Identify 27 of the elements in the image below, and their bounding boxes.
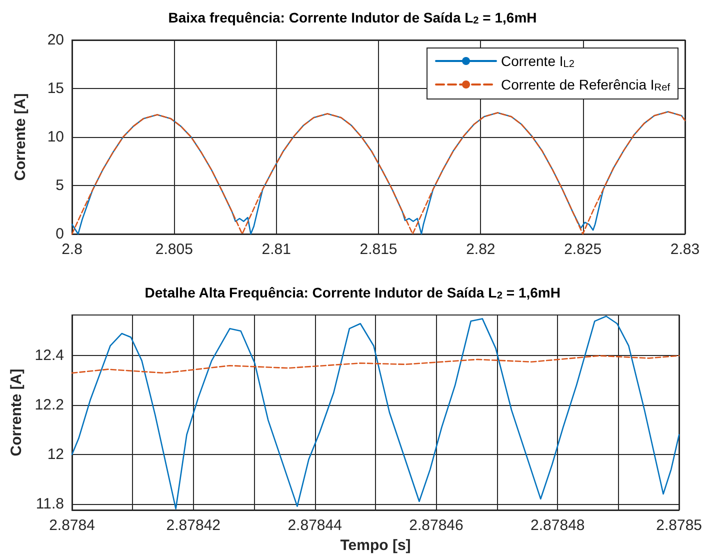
x-tick-label: 2.8	[62, 241, 82, 258]
y-tick-label: 0	[56, 226, 64, 242]
y-axis-title: Corrente [A]	[8, 368, 25, 456]
y-axis-title: Corrente [A]	[12, 93, 29, 181]
y-tick-label: 20	[47, 32, 64, 48]
x-tick-label: 2.83	[670, 241, 700, 258]
y-tick-label: 12	[47, 446, 64, 463]
y-tick-label: 12.2	[34, 396, 64, 414]
x-tick-label: 2.8785	[656, 517, 702, 534]
x-tick-label: 2.81	[262, 241, 291, 258]
x-tick-label: 2.825	[564, 241, 602, 258]
y-tick-label: 5	[56, 177, 64, 194]
y-tick-label: 15	[47, 80, 64, 97]
x-tick-label: 2.815	[360, 241, 398, 258]
line-series	[71, 316, 680, 510]
x-tick-label: 2.87846	[409, 517, 464, 534]
x-tick-label: 2.87848	[530, 517, 585, 534]
y-tick-label: 12.4	[34, 347, 64, 364]
y-tick-label: 11.8	[36, 495, 64, 512]
x-tick-label: 2.805	[155, 241, 193, 258]
x-tick-label: 2.87842	[166, 517, 221, 534]
x-axis-title: Tempo [s]	[340, 537, 411, 554]
y-tick-label: 10	[47, 128, 64, 146]
x-tick-label: 2.87844	[288, 517, 342, 534]
line-series	[71, 355, 680, 374]
x-tick-label: 2.8784	[49, 517, 95, 534]
x-tick-label: 2.82	[466, 241, 496, 258]
